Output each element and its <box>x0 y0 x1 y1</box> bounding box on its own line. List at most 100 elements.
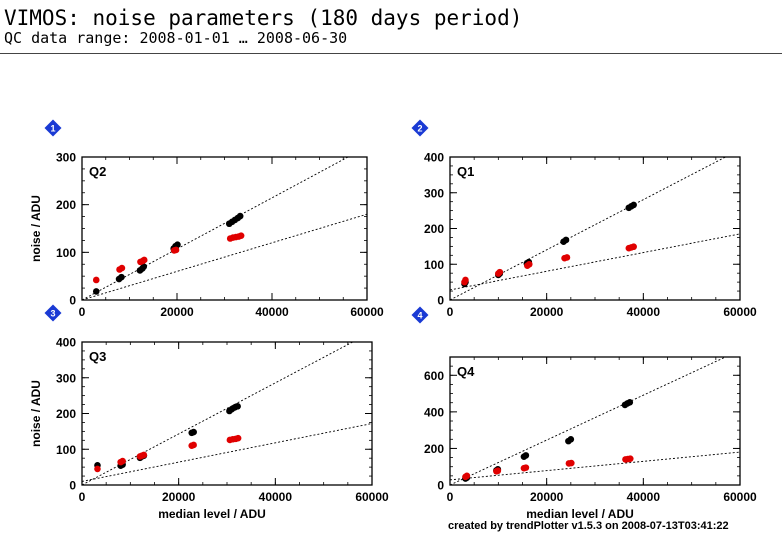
y-tick-label: 300 <box>56 371 76 385</box>
quadrant-label: Q3 <box>89 349 106 364</box>
data-point-red <box>234 434 242 442</box>
x-tick-label: 0 <box>79 305 86 319</box>
y-tick-label: 400 <box>424 405 444 419</box>
data-point-red <box>118 264 126 272</box>
badge-number: 2 <box>417 124 422 134</box>
data-point-red <box>237 232 245 239</box>
x-tick-label: 40000 <box>627 305 661 319</box>
x-tick-label: 40000 <box>259 490 293 504</box>
y-tick-label: 100 <box>56 443 76 457</box>
date-range-subtitle: QC data range: 2008-01-01 … 2008-06-30 <box>4 29 348 47</box>
data-point-red <box>463 472 471 480</box>
x-tick-label: 40000 <box>627 490 661 504</box>
y-tick-label: 0 <box>69 294 76 308</box>
fit-line <box>450 357 726 485</box>
y-tick-label: 200 <box>424 442 444 456</box>
chart-panel-q3: 3 0 20000 40000 60000 0 100 200 300 400 Q3 noise / … <box>29 304 389 521</box>
plot-frame <box>449 156 741 301</box>
x-tick-label: 0 <box>447 305 454 319</box>
data-point-red <box>568 459 575 467</box>
plot-area <box>450 157 740 300</box>
y-axis-title: noise / ADU <box>29 380 43 447</box>
x-tick-label: 20000 <box>160 305 194 319</box>
x-tick-label: 0 <box>447 490 454 504</box>
data-point-black <box>140 263 148 270</box>
plot-area <box>82 157 367 300</box>
x-tick-label: 60000 <box>723 490 757 504</box>
credit-footer: created by trendPlotter v1.5.3 on 2008-0… <box>448 520 729 532</box>
badge-number: 3 <box>50 309 55 319</box>
y-tick-label: 300 <box>56 151 76 165</box>
fit-line <box>450 157 726 300</box>
fit-line <box>450 451 740 481</box>
data-point-black <box>118 273 125 281</box>
x-tick-label: 20000 <box>530 490 564 504</box>
chart-panel-q1: 2 0 20000 40000 60000 0 100 200 300 400 Q1 <box>411 119 757 319</box>
data-point-red <box>462 276 469 284</box>
badge-diamond-shape <box>411 119 429 137</box>
y-tick-label: 400 <box>56 336 76 350</box>
y-tick-label: 100 <box>424 258 444 272</box>
data-point-black <box>174 241 181 249</box>
panel-number-badge: 4 <box>411 306 429 324</box>
fit-line <box>450 233 740 291</box>
data-point-red <box>190 441 197 449</box>
y-tick-label: 200 <box>56 407 76 421</box>
x-tick-label: 40000 <box>255 305 289 319</box>
fit-line <box>82 213 367 300</box>
data-point-black <box>567 435 575 443</box>
x-tick-label: 20000 <box>530 305 564 319</box>
header-divider <box>0 53 782 54</box>
fit-line <box>82 342 353 485</box>
data-point-red <box>92 276 100 284</box>
data-point-red <box>172 246 180 254</box>
y-tick-label: 600 <box>424 369 444 383</box>
x-tick-label: 60000 <box>723 305 757 319</box>
x-axis-title: median level / ADU <box>158 507 266 521</box>
badge-number: 4 <box>417 311 422 321</box>
y-tick-label: 200 <box>56 198 76 212</box>
y-tick-label: 0 <box>437 294 444 308</box>
quadrant-label: Q4 <box>457 364 475 379</box>
data-point-red <box>140 451 148 459</box>
report-header: VIMOS: noise parameters (180 days period… <box>4 6 522 46</box>
badge-number: 1 <box>50 124 55 134</box>
data-point-red <box>563 254 571 261</box>
data-point-red <box>522 464 530 471</box>
data-point-red <box>119 457 126 465</box>
y-tick-label: 0 <box>69 479 76 493</box>
data-point-black <box>190 428 197 436</box>
data-point-black <box>562 236 570 244</box>
y-tick-label: 0 <box>437 479 444 493</box>
y-tick-label: 400 <box>424 151 444 165</box>
plot-area <box>450 357 740 485</box>
data-point-black <box>522 452 530 459</box>
data-point-red <box>140 256 148 264</box>
plot-frame <box>81 156 368 301</box>
x-tick-label: 0 <box>79 490 86 504</box>
quadrant-label: Q1 <box>457 164 474 179</box>
y-axis-title: noise / ADU <box>29 195 43 262</box>
y-tick-label: 200 <box>424 222 444 236</box>
chart-panel-q4: 4 0 20000 40000 60000 0 200 400 600 Q4 median leve… <box>411 306 757 521</box>
x-axis-title: median level / ADU <box>526 507 634 521</box>
data-point-black <box>630 201 637 209</box>
quadrant-label: Q2 <box>89 164 106 179</box>
data-point-red <box>525 260 533 268</box>
data-point-black <box>92 288 100 295</box>
data-point-black <box>236 212 244 220</box>
fit-line <box>82 423 372 482</box>
y-tick-label: 300 <box>424 186 444 200</box>
page-title: VIMOS: noise parameters (180 days period… <box>4 6 523 30</box>
badge-diamond-shape <box>411 306 429 324</box>
panel-number-badge: 3 <box>44 304 62 322</box>
data-point-red <box>626 455 634 462</box>
data-point-red <box>94 465 101 473</box>
plot-area <box>82 342 372 485</box>
data-point-red <box>494 467 502 475</box>
panel-number-badge: 2 <box>411 119 429 137</box>
y-tick-label: 100 <box>56 246 76 260</box>
chart-panel-q2: 1 0 20000 40000 60000 0 100 200 300 Q2 noise / ADU <box>29 119 384 319</box>
panel-number-badge: 1 <box>44 119 62 137</box>
